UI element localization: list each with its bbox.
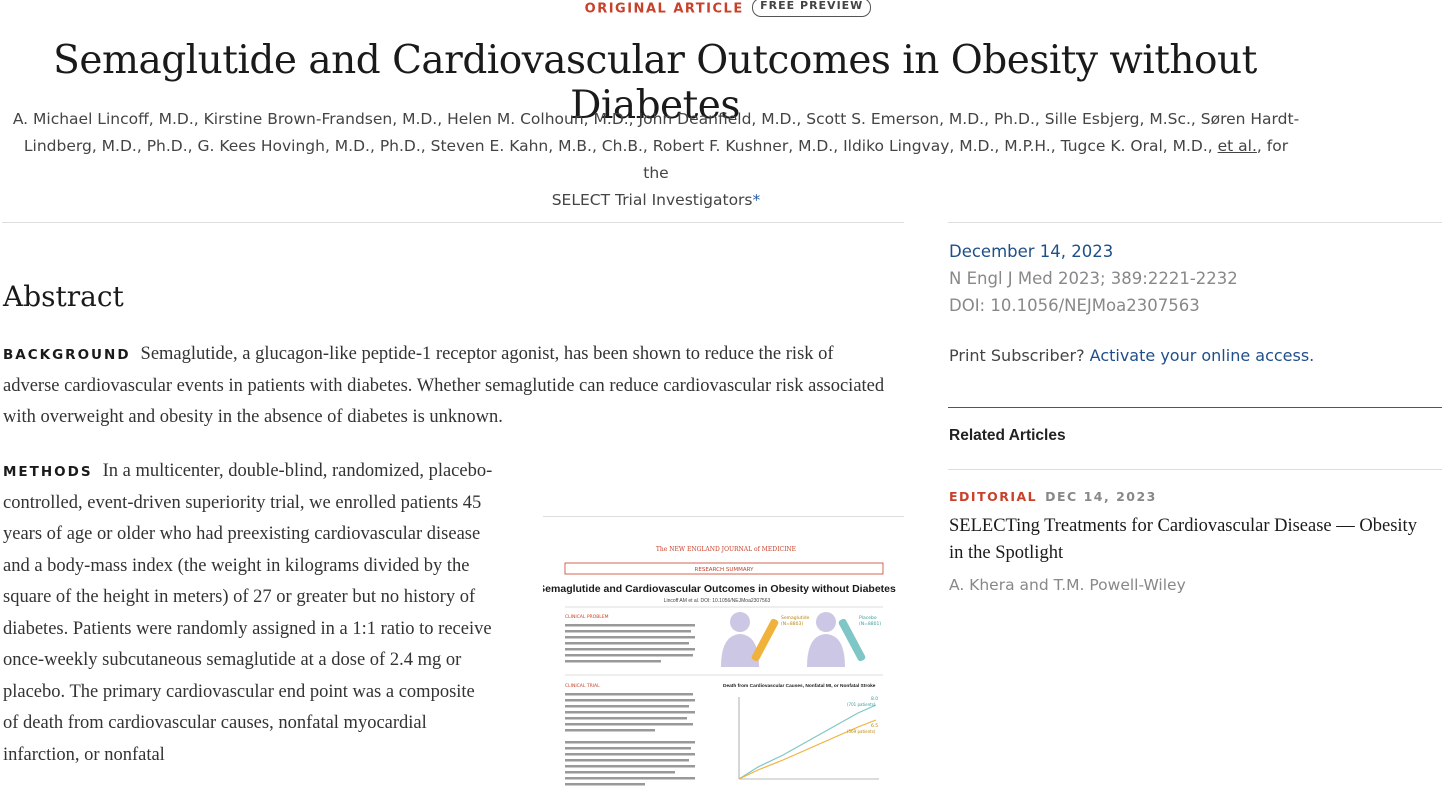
problem-line — [565, 654, 693, 657]
sidebar-divider-related — [948, 407, 1442, 408]
main-divider — [2, 222, 904, 223]
summary-section-box — [564, 562, 884, 575]
article-title: Semaglutide and Cardiovascular Outcomes … — [53, 38, 1257, 128]
related-article-authors: A. Khera and T.M. Powell-Wiley — [949, 576, 1186, 594]
background-text: Semaglutide, a glucagon-like peptide-1 r… — [3, 344, 885, 427]
trial-line — [565, 717, 687, 720]
research-summary-thumbnail[interactable]: The NEW ENGLAND JOURNAL of MEDICINE RESE… — [543, 516, 904, 789]
problem-line — [565, 660, 661, 663]
trial-line — [565, 765, 695, 768]
authors-line-2-text: Lindberg, M.D., Ph.D., G. Kees Hovingh, … — [23, 137, 1218, 155]
patient-illustrations: Semaglutide (N=8803) Placebo (N=8801) — [721, 612, 881, 667]
article-type: ORIGINAL ARTICLE — [584, 1, 744, 17]
investigators-footnote-link[interactable]: * — [752, 191, 761, 209]
summary-section: RESEARCH SUMMARY — [695, 567, 755, 573]
summary-journal: The NEW ENGLAND JOURNAL of MEDICINE — [656, 546, 796, 553]
summary-chart-placebo-patients: (701 patients) — [847, 702, 876, 707]
free-preview-badge: FREE PREVIEW — [752, 0, 872, 17]
trial-line — [565, 771, 675, 774]
trial-line — [565, 747, 691, 750]
authors-line-2: Lindberg, M.D., Ph.D., G. Kees Hovingh, … — [10, 133, 1302, 187]
summary-chart-semaglutide-value: 6.5 — [871, 723, 878, 729]
sidebar-divider-related-bottom — [948, 469, 1442, 470]
problem-line — [565, 630, 691, 633]
publication-date: December 14, 2023 — [949, 242, 1114, 261]
summary-byline: Lincoff AM et al. DOI: 10.1056/NEJMoa230… — [664, 598, 771, 604]
trial-line — [565, 783, 645, 786]
semaglutide-pen-icon — [751, 618, 779, 662]
summary-trial-text-lines — [565, 693, 695, 786]
sidebar-divider-top — [948, 222, 1442, 223]
placebo-group-n: (N=8801) — [859, 621, 881, 627]
summary-problem-text-lines — [565, 624, 695, 663]
article-kicker: ORIGINAL ARTICLE FREE PREVIEW — [0, 0, 1456, 18]
author-list: A. Michael Lincoff, M.D., Kirstine Brown… — [10, 106, 1302, 214]
person-head-placebo — [816, 612, 836, 632]
trial-line — [565, 777, 695, 780]
summary-chart-title: Death from Cardiovascular Causes, Nonfat… — [723, 683, 876, 689]
placebo-group-label: Placebo — [859, 615, 877, 621]
authors-after-etal: , for the — [643, 137, 1289, 182]
summary-chart-placebo-value: 8.0 — [871, 696, 878, 702]
et-al-link[interactable]: et al. — [1217, 137, 1257, 155]
summary-chart-semaglutide-patients: (569 patients) — [847, 729, 876, 734]
summary-problem-label: CLINICAL PROBLEM — [565, 614, 609, 620]
trial-line — [565, 729, 655, 732]
person-body-placebo — [807, 634, 845, 667]
related-article-title-link[interactable]: SELECTing Treatments for Cardiovascular … — [949, 516, 1417, 563]
background-paragraph: BACKGROUND Semaglutide, a glucagon-like p… — [3, 339, 893, 434]
abstract-heading: Abstract — [3, 280, 124, 313]
print-subscriber-prompt: Print Subscriber? Activate your online a… — [949, 346, 1314, 365]
summary-chart-placebo-line — [738, 704, 877, 780]
trial-line — [565, 753, 695, 756]
placebo-pen-icon — [838, 618, 866, 662]
trial-line — [565, 759, 689, 762]
problem-line — [565, 624, 695, 627]
methods-paragraph: METHODS In a multicenter, double-blind, r… — [3, 456, 493, 771]
problem-line — [565, 636, 695, 639]
print-subscriber-text: Print Subscriber? — [949, 346, 1090, 365]
summary-trial-label: CLINICAL TRIAL — [565, 683, 600, 689]
problem-line — [565, 642, 689, 645]
person-head-semaglutide — [730, 612, 750, 632]
methods-label: METHODS — [3, 464, 93, 480]
trial-line — [565, 723, 693, 726]
authors-line-3: SELECT Trial Investigators* — [10, 187, 1302, 214]
person-body-semaglutide — [721, 634, 759, 667]
trial-line — [565, 705, 689, 708]
methods-text: In a multicenter, double-blind, randomiz… — [3, 461, 493, 765]
investigators-group: SELECT Trial Investigators — [551, 191, 753, 209]
trial-line — [565, 711, 695, 714]
journal-citation: N Engl J Med 2023; 389:2221-2232 — [949, 269, 1238, 288]
trial-line — [565, 699, 695, 702]
related-article-date: DEC 14, 2023 — [1045, 489, 1157, 504]
semaglutide-group-n: (N=8803) — [781, 621, 803, 627]
semaglutide-group-label: Semaglutide — [781, 615, 810, 621]
research-summary-figure: The NEW ENGLAND JOURNAL of MEDICINE RESE… — [543, 546, 896, 786]
background-label: BACKGROUND — [3, 347, 131, 363]
problem-line — [565, 648, 695, 651]
summary-chart-semaglutide-line — [738, 719, 877, 780]
trial-line — [565, 693, 693, 696]
related-article-kind: EDITORIAL — [949, 489, 1038, 504]
summary-title: Semaglutide and Cardiovascular Outcomes … — [543, 583, 896, 595]
related-articles-heading: Related Articles — [949, 427, 1066, 444]
related-article-meta: EDITORIAL DEC 14, 2023 — [949, 489, 1157, 504]
activate-online-access-link[interactable]: Activate your online access. — [1089, 346, 1315, 365]
doi: DOI: 10.1056/NEJMoa2307563 — [949, 296, 1200, 315]
authors-line-1: A. Michael Lincoff, M.D., Kirstine Brown… — [12, 110, 1300, 128]
trial-line — [565, 741, 695, 744]
